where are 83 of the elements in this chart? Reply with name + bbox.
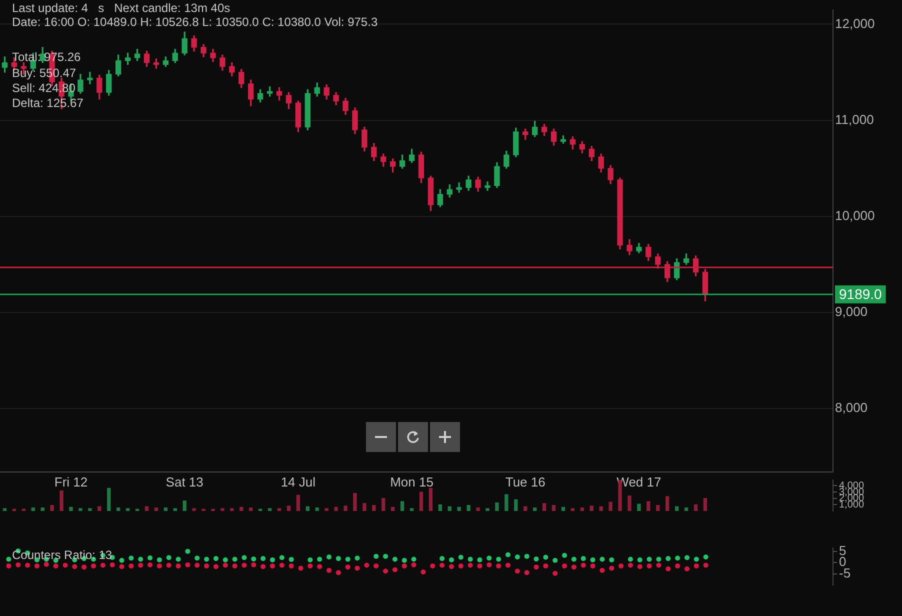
bar xyxy=(277,508,282,511)
bar xyxy=(220,508,224,511)
bar xyxy=(144,506,149,511)
y-tick-label: 8,000 xyxy=(835,400,868,416)
bar xyxy=(344,506,348,511)
bar xyxy=(192,508,196,511)
bar xyxy=(656,504,660,511)
bar xyxy=(542,503,546,511)
bar xyxy=(31,508,35,511)
bar xyxy=(637,504,641,511)
bar xyxy=(428,488,433,511)
bar xyxy=(552,504,556,511)
bar xyxy=(514,499,518,511)
x-tick-label: Mon 15 xyxy=(390,474,434,490)
bar xyxy=(164,508,168,511)
y-tick-label: 9,000 xyxy=(835,304,868,320)
bar xyxy=(382,498,386,511)
y-tick-label: 10,000 xyxy=(835,208,875,223)
bar xyxy=(466,504,470,511)
bar xyxy=(674,506,679,511)
bar xyxy=(410,508,414,511)
bar xyxy=(524,506,528,511)
bar xyxy=(182,500,186,511)
bar xyxy=(88,508,92,511)
bar xyxy=(2,508,7,511)
bar xyxy=(116,508,120,511)
bar xyxy=(457,506,461,511)
bar xyxy=(60,490,64,511)
bar xyxy=(334,506,338,511)
bar xyxy=(495,502,499,511)
annotation: Date: 16:00 O: 10489.0 H: 10526.8 L: 10350.0 C: 10380.0 Vol: 975.3 xyxy=(12,15,378,29)
bar xyxy=(476,508,480,511)
bar xyxy=(126,508,130,511)
bar xyxy=(315,508,319,511)
bar xyxy=(694,504,698,511)
bar xyxy=(40,508,44,511)
bar xyxy=(107,488,111,511)
bar xyxy=(78,508,82,511)
bar xyxy=(230,508,234,511)
bar xyxy=(448,506,452,511)
bar xyxy=(561,506,566,511)
bar xyxy=(98,506,102,511)
y-tick-label: 4,000 xyxy=(839,480,864,492)
bar xyxy=(353,492,357,511)
bar xyxy=(324,508,328,511)
bar xyxy=(240,506,244,511)
bar xyxy=(286,506,291,511)
x-tick-label: Fri 12 xyxy=(54,474,88,490)
annotation: Last update: 4 s Next candle: 13m 40s xyxy=(12,1,230,15)
bar xyxy=(372,504,376,511)
bar xyxy=(666,496,670,511)
bar xyxy=(590,506,594,511)
bar xyxy=(628,495,632,511)
x-tick-label: 14 Jul xyxy=(280,474,316,490)
bar xyxy=(608,502,612,511)
bar xyxy=(249,508,253,511)
bar xyxy=(400,501,404,511)
bar xyxy=(580,508,584,511)
bar xyxy=(504,494,508,511)
bar xyxy=(154,508,158,511)
bar xyxy=(684,508,688,511)
bar xyxy=(570,508,575,511)
bar xyxy=(532,508,537,511)
y-tick-label: 1,000 xyxy=(839,499,864,510)
bar xyxy=(306,506,310,511)
bar xyxy=(599,506,603,511)
x-tick-label: Tue 16 xyxy=(505,474,546,490)
bar xyxy=(50,504,54,511)
ref-line-label: 9189.0 xyxy=(839,286,882,302)
y-tick-label: 12,000 xyxy=(835,16,875,31)
bar xyxy=(703,498,708,511)
bar xyxy=(296,494,300,511)
bar xyxy=(419,492,424,511)
bar xyxy=(391,506,395,511)
bar xyxy=(438,504,442,511)
x-tick-label: Sat 13 xyxy=(166,474,204,490)
y-tick-label: 11,000 xyxy=(835,112,874,127)
bar xyxy=(646,501,650,511)
bar xyxy=(362,503,366,511)
bar xyxy=(486,508,490,511)
bar xyxy=(173,508,177,511)
bar xyxy=(268,508,272,511)
bar xyxy=(69,506,73,511)
